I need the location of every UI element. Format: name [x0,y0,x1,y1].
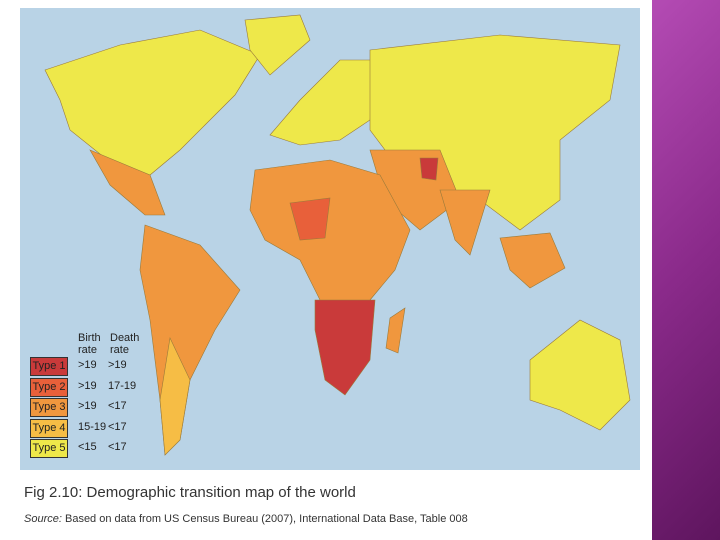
legend-swatch: Type 1 [30,357,68,376]
land [44,14,631,456]
source-label: Source: [24,513,62,525]
legend-row: Type 1 >19 >19 [30,357,180,376]
birth-rate: >19 [78,359,97,371]
legend-swatch: Type 4 [30,418,68,438]
source: Source: Based on data from US Census Bur… [24,513,468,525]
legend-swatch: Type 3 [30,398,68,417]
death-rate: <17 [108,441,127,453]
legend-row: Type 3 >19 <17 [30,398,180,417]
legend-row: Type 4 15-19 <17 [30,418,180,438]
legend-header: Birth rate [78,332,101,356]
death-rate: <17 [108,400,127,412]
side-panel [652,0,720,540]
source-text: Based on data from US Census Bureau (200… [64,513,468,525]
death-rate: >19 [108,359,127,371]
legend-header: Death rate [110,332,140,356]
legend-swatch: Type 5 [30,439,68,458]
birth-rate: 15-19 [78,420,107,433]
death-rate: 17-19 [108,379,137,392]
birth-rate: <15 [78,441,97,453]
birth-rate: >19 [78,400,97,412]
legend-row: Type 5 <15 <17 [30,439,180,458]
death-rate: <17 [108,420,127,433]
birth-rate: >19 [78,379,97,392]
caption: Fig 2.10: Demographic transition map of … [24,484,356,501]
world-map [20,8,640,470]
legend-swatch: Type 2 [30,377,68,397]
legend-row: Type 2 >19 17-19 [30,377,180,397]
